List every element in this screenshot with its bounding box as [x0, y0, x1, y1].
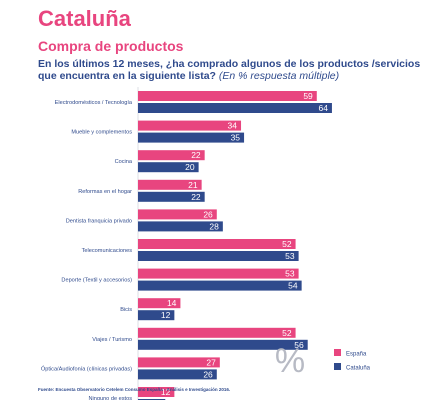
data-label: 59 — [303, 91, 313, 101]
bar-cataluna — [138, 280, 302, 291]
bar-espana — [138, 239, 296, 249]
bar-espana — [138, 150, 205, 161]
bar-espana — [138, 387, 175, 397]
category-label: Mueble y complementos — [71, 130, 132, 136]
source-note: Fuente: Encuesta Observatorio Cetelem Co… — [38, 387, 231, 392]
category-label: Cocina — [115, 159, 133, 165]
bar-cataluna — [138, 339, 308, 350]
bar-cataluna — [138, 191, 205, 202]
data-label: 35 — [231, 133, 241, 143]
bar-espana — [138, 298, 181, 309]
data-label: 12 — [161, 310, 171, 320]
data-label: 22 — [191, 192, 201, 202]
bar-cataluna — [138, 310, 175, 321]
category-label: Ninguno de estos — [88, 396, 132, 400]
bar-espana — [138, 268, 299, 279]
category-label: Dentista franquicia privado — [66, 218, 132, 224]
category-label: Electrodomésticos / Tecnología — [55, 100, 133, 106]
data-label: 22 — [191, 150, 201, 160]
page-title: Cataluña — [38, 6, 131, 31]
data-label: 52 — [282, 239, 292, 249]
category-label: Deporte (Textil y accesorios) — [61, 278, 132, 284]
data-label: 26 — [203, 369, 213, 379]
bar-cataluna — [138, 162, 199, 173]
survey-question: En los últimos 12 meses, ¿ha comprado al… — [38, 58, 430, 82]
data-label: 53 — [285, 251, 295, 261]
data-label: 12 — [161, 387, 171, 397]
legend-label: España — [346, 351, 367, 357]
data-label: 27 — [206, 357, 216, 367]
page-subtitle: Compra de productos — [38, 38, 184, 54]
bar-espana — [138, 357, 220, 368]
bar-cataluna — [138, 251, 299, 261]
data-label: 54 — [288, 281, 298, 291]
bar-espana — [138, 91, 317, 101]
bar-cataluna — [138, 103, 332, 113]
legend-swatch — [334, 349, 341, 356]
category-label: Bicis — [120, 307, 132, 313]
category-label: Reformas en el hogar — [78, 189, 132, 195]
bar-espana — [138, 327, 296, 338]
data-label: 53 — [285, 269, 295, 279]
data-label: 34 — [228, 121, 238, 131]
data-label: 52 — [282, 328, 292, 338]
data-label: 64 — [318, 103, 328, 113]
bar-espana — [138, 209, 217, 220]
data-label: 14 — [167, 298, 177, 308]
bar-espana — [138, 120, 242, 131]
question-note: (En % respuesta múltiple) — [218, 70, 340, 82]
bar-cataluna — [138, 132, 245, 143]
data-label: 56 — [294, 340, 304, 350]
legend-label: Cataluña — [346, 365, 371, 371]
category-label: Óptica/Audiofonía (clínicas privadas) — [41, 365, 132, 372]
category-label: Viajes / Turismo — [92, 337, 132, 343]
bar-espana — [138, 179, 202, 190]
bar-cataluna — [138, 369, 217, 380]
question-text: En los últimos 12 meses, ¿ha comprado al… — [38, 58, 421, 82]
data-label: 20 — [185, 162, 195, 172]
data-label: 26 — [203, 209, 213, 219]
category-label: Telecomunicaciones — [82, 248, 133, 254]
data-label: 21 — [188, 180, 198, 190]
legend-swatch — [334, 363, 341, 370]
percent-symbol: % — [275, 342, 305, 380]
data-label: 28 — [209, 221, 219, 231]
bar-cataluna — [138, 221, 223, 232]
